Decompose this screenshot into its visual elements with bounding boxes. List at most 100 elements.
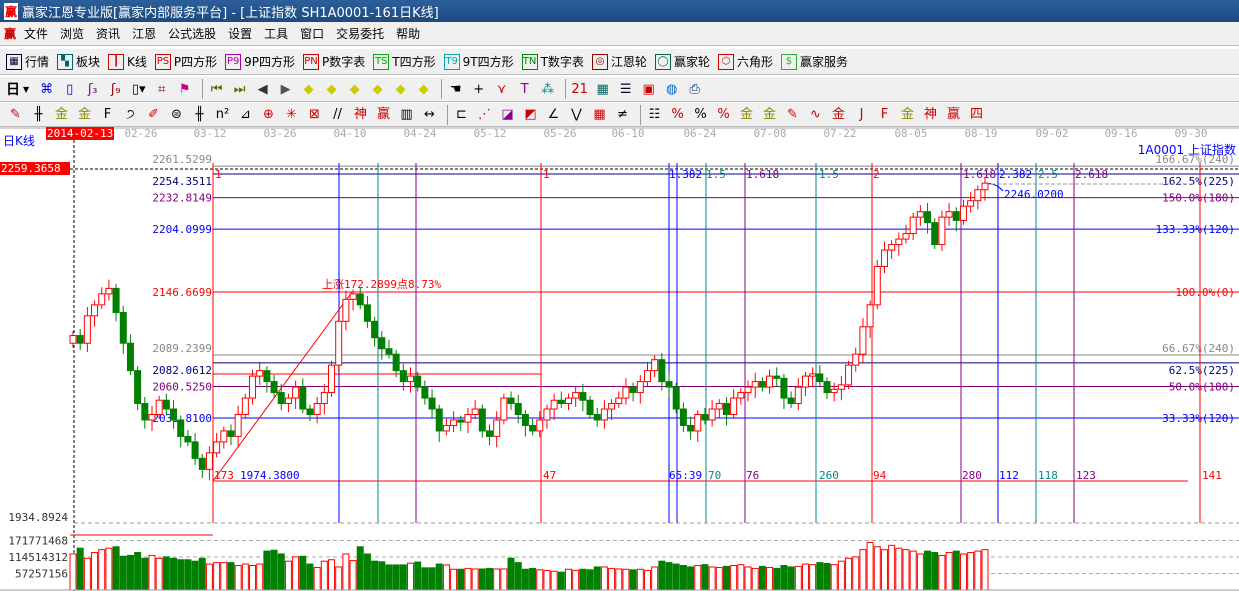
v-icon[interactable]: ⋁ xyxy=(571,107,582,122)
box-target-icon[interactable]: ⊠ xyxy=(309,107,320,122)
flag-icon[interactable]: ⚑ xyxy=(178,81,191,97)
slash-icon[interactable]: // xyxy=(333,107,342,122)
diamond-left-icon[interactable]: ◆ xyxy=(303,81,314,97)
toolbar-button-2[interactable]: ┃ K线 xyxy=(108,53,147,70)
menu-item-0[interactable]: 文件 xyxy=(24,27,49,41)
scatter-icon[interactable]: ⁂ xyxy=(541,81,555,97)
toolbar-button-4[interactable]: P9 9P四方形 xyxy=(225,53,295,70)
pen-icon[interactable]: ✎ xyxy=(10,107,21,122)
toolbar-button-1[interactable]: ▚ 板块 xyxy=(57,53,100,70)
menu-item-8[interactable]: 交易委托 xyxy=(336,27,385,41)
menu-item-6[interactable]: 工具 xyxy=(264,27,289,41)
pen2-icon[interactable]: ✐ xyxy=(148,107,159,122)
globe-icon[interactable]: ◍ xyxy=(665,81,678,97)
gold2-icon[interactable]: 金 xyxy=(77,107,91,122)
circle-grid-icon[interactable]: ⊜ xyxy=(171,107,182,122)
save-icon[interactable]: ▣ xyxy=(642,81,655,97)
menu-item-2[interactable]: 资讯 xyxy=(96,27,121,41)
lines-icon[interactable]: ╫ xyxy=(34,107,43,122)
ruler-icon[interactable]: ▥ xyxy=(400,107,413,122)
hand-icon[interactable]: ☚ xyxy=(449,81,462,97)
shen-angle-icon[interactable]: 神 xyxy=(923,107,937,122)
diamond-all-icon[interactable]: ◆ xyxy=(418,81,429,97)
four-angle-icon[interactable]: 四 xyxy=(969,107,983,122)
toolbar-button-9[interactable]: ◎ 江恩轮 xyxy=(591,53,647,70)
candle-up xyxy=(852,353,860,366)
percent-line-icon[interactable]: % xyxy=(671,107,684,122)
wave3-icon[interactable]: ʃ₃ xyxy=(87,81,98,97)
pattern-icon[interactable]: ⌗ xyxy=(157,81,166,97)
j-angle-icon[interactable]: J xyxy=(859,107,864,122)
period-select[interactable]: 日 ▼ xyxy=(6,79,29,99)
bars-icon[interactable]: ☷ xyxy=(648,107,661,122)
percent-icon[interactable]: % xyxy=(694,107,707,122)
wave9-icon[interactable]: ʃ₉ xyxy=(110,81,121,97)
menu-item-4[interactable]: 公式选股 xyxy=(168,27,217,41)
first-icon[interactable]: ⏮ xyxy=(210,81,223,97)
candle-type-icon[interactable]: ▯▾ xyxy=(131,81,146,97)
diamond-x-icon[interactable]: ◆ xyxy=(372,81,383,97)
fan-box2-icon[interactable]: ◩ xyxy=(524,107,537,122)
percent-lines-icon[interactable]: % xyxy=(717,107,730,122)
text-tool-icon[interactable]: T xyxy=(520,81,529,97)
f-angle-icon[interactable]: F xyxy=(880,107,889,122)
menu-item-1[interactable]: 浏览 xyxy=(60,27,85,41)
diamond-v-icon[interactable]: ◆ xyxy=(395,81,406,97)
spiral-icon[interactable]: ੭ xyxy=(126,107,135,122)
toolbar-button-7[interactable]: T9 9T四方形 xyxy=(443,53,514,70)
printer-icon[interactable]: ⎙ xyxy=(689,81,700,97)
volume-bar xyxy=(83,557,91,591)
toolbar-button-8[interactable]: TN T数字表 xyxy=(521,53,584,70)
fan-icon[interactable]: ⋰ xyxy=(478,107,491,122)
hash-icon[interactable]: ╫ xyxy=(195,107,204,122)
toolbar-button-0[interactable]: ▦ 行情 xyxy=(6,53,49,70)
angle2-icon[interactable]: ∠ xyxy=(547,107,560,122)
pen-lines-icon[interactable]: ✎ xyxy=(787,107,798,122)
menu-item-9[interactable]: 帮助 xyxy=(396,27,421,41)
network-icon[interactable]: ⌘ xyxy=(40,81,54,97)
diamond-right-icon[interactable]: ◆ xyxy=(326,81,337,97)
fib-f-icon[interactable]: F xyxy=(103,107,112,122)
notes-icon[interactable]: ☰ xyxy=(619,81,632,97)
fan-box-icon[interactable]: ◪ xyxy=(501,107,514,122)
time-ratio-label: 2.618 xyxy=(1075,168,1108,181)
angle-icon[interactable]: ⊿ xyxy=(240,107,251,122)
toolbar-button-12[interactable]: $ 赢家服务 xyxy=(780,53,848,70)
gold-red-icon[interactable]: 金 xyxy=(831,107,845,122)
box-line-icon[interactable]: ⊏ xyxy=(456,107,467,122)
calendar-icon[interactable]: 21 xyxy=(571,81,588,97)
calculator-icon[interactable]: ▦ xyxy=(596,81,609,97)
toolbar-button-6[interactable]: TS T四方形 xyxy=(373,53,436,70)
measure-icon[interactable]: ↔ xyxy=(424,107,435,122)
menu-item-7[interactable]: 窗口 xyxy=(300,27,325,41)
title-bar: 赢 赢家江恩专业版[赢家内部服务平台] - [上证指数 SH1A0001-161… xyxy=(0,0,1239,22)
crosshair-icon[interactable]: + xyxy=(473,81,485,97)
candle-down xyxy=(378,337,386,350)
clipboard-icon[interactable]: ▯ xyxy=(66,81,74,97)
gold-icon[interactable]: 金 xyxy=(54,107,68,122)
toolbar-button-3[interactable]: PS P四方形 xyxy=(154,53,217,70)
menu-item-5[interactable]: 设置 xyxy=(228,27,253,41)
diamond-h-icon[interactable]: ◆ xyxy=(349,81,360,97)
shen-icon[interactable]: 神 xyxy=(353,107,367,122)
parallel-icon[interactable]: ≠ xyxy=(617,107,628,122)
last-icon[interactable]: ⏭ xyxy=(233,81,246,97)
ying-angle-icon[interactable]: 赢 xyxy=(946,107,960,122)
toolbar-button-10[interactable]: ◯ 赢家轮 xyxy=(654,53,710,70)
grid-icon[interactable]: ▦ xyxy=(593,107,606,122)
ying-icon[interactable]: 赢 xyxy=(376,107,390,122)
web-icon[interactable]: ✳ xyxy=(286,107,297,122)
gold-angle-icon[interactable]: 金 xyxy=(900,107,914,122)
gold-lines-icon[interactable]: 金 xyxy=(762,107,776,122)
toolbar-button-5[interactable]: PN P数字表 xyxy=(303,53,365,70)
wave-icon[interactable]: ∿ xyxy=(810,107,821,122)
next-icon[interactable]: ▶ xyxy=(280,81,291,97)
prev-icon[interactable]: ◀ xyxy=(257,81,268,97)
kline-chart[interactable]: 02-26 03-12 03-26 04-10 04-24 05-12 05-26 06-10… xyxy=(0,127,1239,591)
gold-circle-icon[interactable]: 金 xyxy=(739,107,753,122)
target-icon[interactable]: ⊕ xyxy=(263,107,274,122)
toolbar-button-11[interactable]: ⬡ 六角形 xyxy=(717,53,773,70)
menu-item-3[interactable]: 江恩 xyxy=(132,27,157,41)
zigzag-icon[interactable]: ⋎ xyxy=(496,81,507,97)
n2-icon[interactable]: n² xyxy=(215,107,230,122)
